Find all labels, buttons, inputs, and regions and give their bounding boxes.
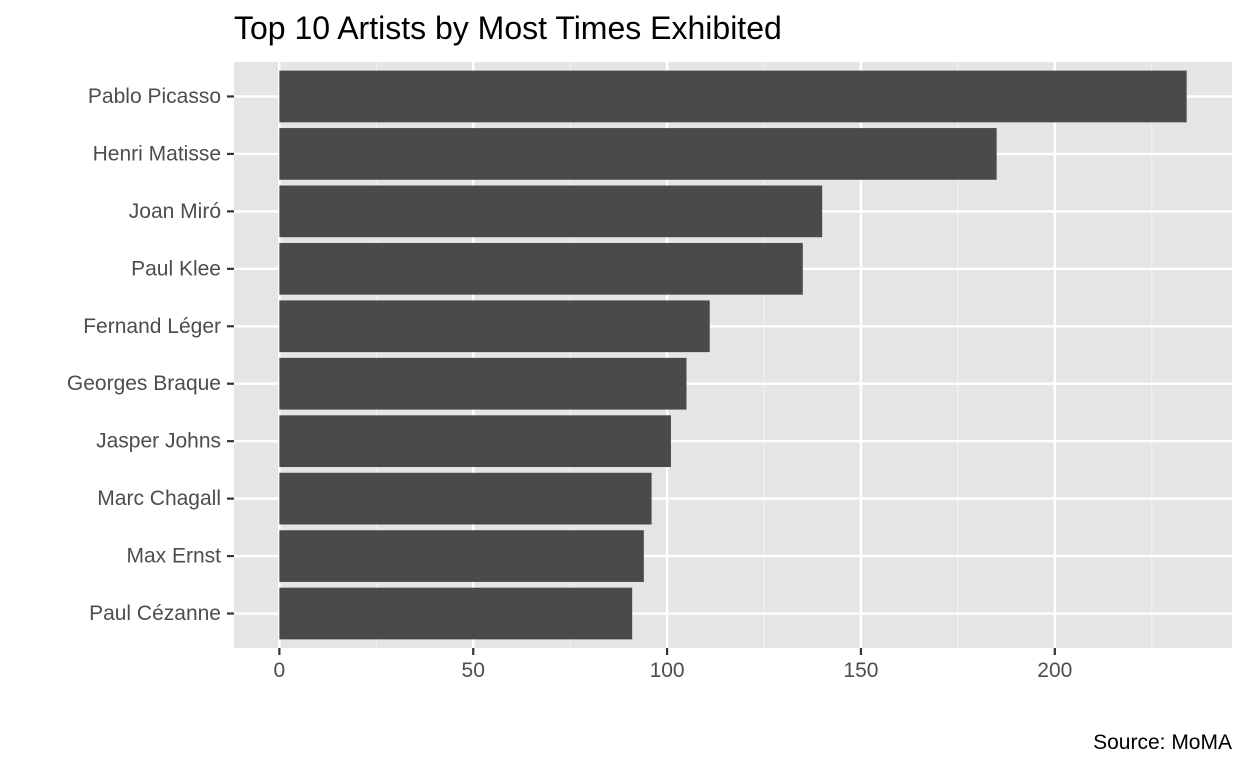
y-tick-label: Henri Matisse (93, 142, 221, 165)
bar (279, 530, 644, 582)
y-tick-label: Paul Klee (131, 257, 221, 280)
bar (279, 185, 823, 238)
bars (279, 70, 1187, 640)
y-tick-label: Georges Braque (67, 372, 221, 395)
bar (279, 415, 671, 468)
chart-title: Top 10 Artists by Most Times Exhibited (234, 10, 782, 46)
x-tick-label: 50 (462, 659, 485, 682)
x-tick-label: 0 (274, 659, 286, 682)
y-tick-label: Fernand Léger (83, 315, 221, 338)
bar (279, 357, 687, 410)
bar (279, 242, 803, 295)
y-tick-label: Paul Cézanne (89, 602, 221, 625)
y-axis: Pablo Picasso Henri Matisse Joan Miró Paul … (67, 85, 234, 625)
bar (279, 587, 633, 640)
bar (279, 472, 652, 525)
y-tick-label: Pablo Picasso (88, 85, 221, 108)
x-axis: 0 50 100 150 200 (274, 648, 1072, 682)
chart-caption: Source: MoMA (1093, 731, 1232, 754)
bar (279, 70, 1187, 123)
bar (279, 128, 997, 180)
y-tick-label: Joan Miró (129, 200, 221, 223)
x-tick-label: 150 (843, 659, 878, 682)
bar (279, 300, 710, 353)
y-tick-label: Jasper Johns (96, 430, 221, 453)
y-tick-label: Marc Chagall (97, 487, 221, 510)
x-tick-label: 200 (1037, 659, 1072, 682)
y-tick-label: Max Ernst (126, 545, 221, 568)
x-tick-label: 100 (650, 659, 685, 682)
